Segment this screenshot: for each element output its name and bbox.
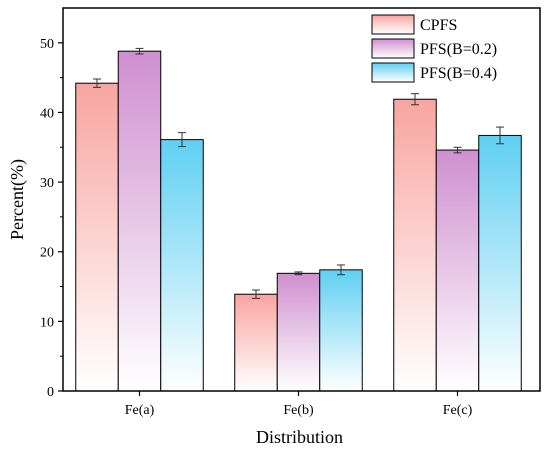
legend-item: PFS(B=0.4) (371, 62, 497, 83)
error-bars-layer (93, 47, 504, 299)
y-tick-label: 20 (40, 246, 54, 261)
x-tick-label: Fe(c) (443, 403, 473, 418)
x-axis-title: Distribution (256, 427, 343, 447)
error-bar (252, 289, 260, 299)
y-axis-title: Percent(%) (7, 159, 28, 240)
legend-swatch (371, 62, 415, 83)
legend-item: PFS(B=0.2) (371, 38, 497, 59)
bar-feb-series-2 (276, 272, 321, 392)
bar-feb-series-1 (234, 293, 278, 392)
legend-label: PFS(B=0.4) (420, 65, 497, 82)
legend: CPFS PFS(B=0.2) PFS(B=0.4) (371, 14, 497, 83)
error-bar (178, 132, 186, 148)
error-bar (337, 264, 345, 276)
legend-label: CPFS (420, 17, 457, 34)
plot-frame (62, 7, 541, 392)
error-bar (453, 146, 462, 154)
bar-fec-series-3 (478, 134, 522, 392)
error-bar (93, 78, 101, 88)
legend-label: PFS(B=0.2) (420, 41, 497, 58)
bar-feb-series-3 (319, 269, 363, 392)
y-tick-label: 50 (40, 37, 54, 52)
error-bar (294, 271, 303, 276)
y-tick-label: 10 (40, 315, 54, 330)
x-axis: Fe(a) Fe(b) Fe(c) (125, 391, 473, 418)
bar-fea-series-2 (117, 50, 162, 392)
legend-swatch (371, 14, 415, 35)
y-tick-label: 0 (47, 385, 54, 400)
y-axis: 0 10 20 30 40 50 (40, 37, 63, 400)
bars-layer (75, 50, 522, 392)
x-tick-label: Fe(a) (125, 403, 155, 418)
y-tick-label: 40 (40, 106, 54, 121)
bar-fea-series-1 (75, 82, 119, 392)
legend-swatch (371, 38, 415, 59)
y-tick-label: 30 (40, 176, 54, 191)
x-tick-label: Fe(b) (283, 403, 314, 418)
bar-fec-series-1 (393, 98, 437, 392)
error-bar (135, 47, 144, 55)
error-bar (496, 126, 504, 145)
bar-fea-series-3 (160, 139, 204, 392)
bar-fec-series-2 (435, 149, 480, 392)
error-bar (411, 93, 419, 106)
legend-item: CPFS (371, 14, 457, 35)
